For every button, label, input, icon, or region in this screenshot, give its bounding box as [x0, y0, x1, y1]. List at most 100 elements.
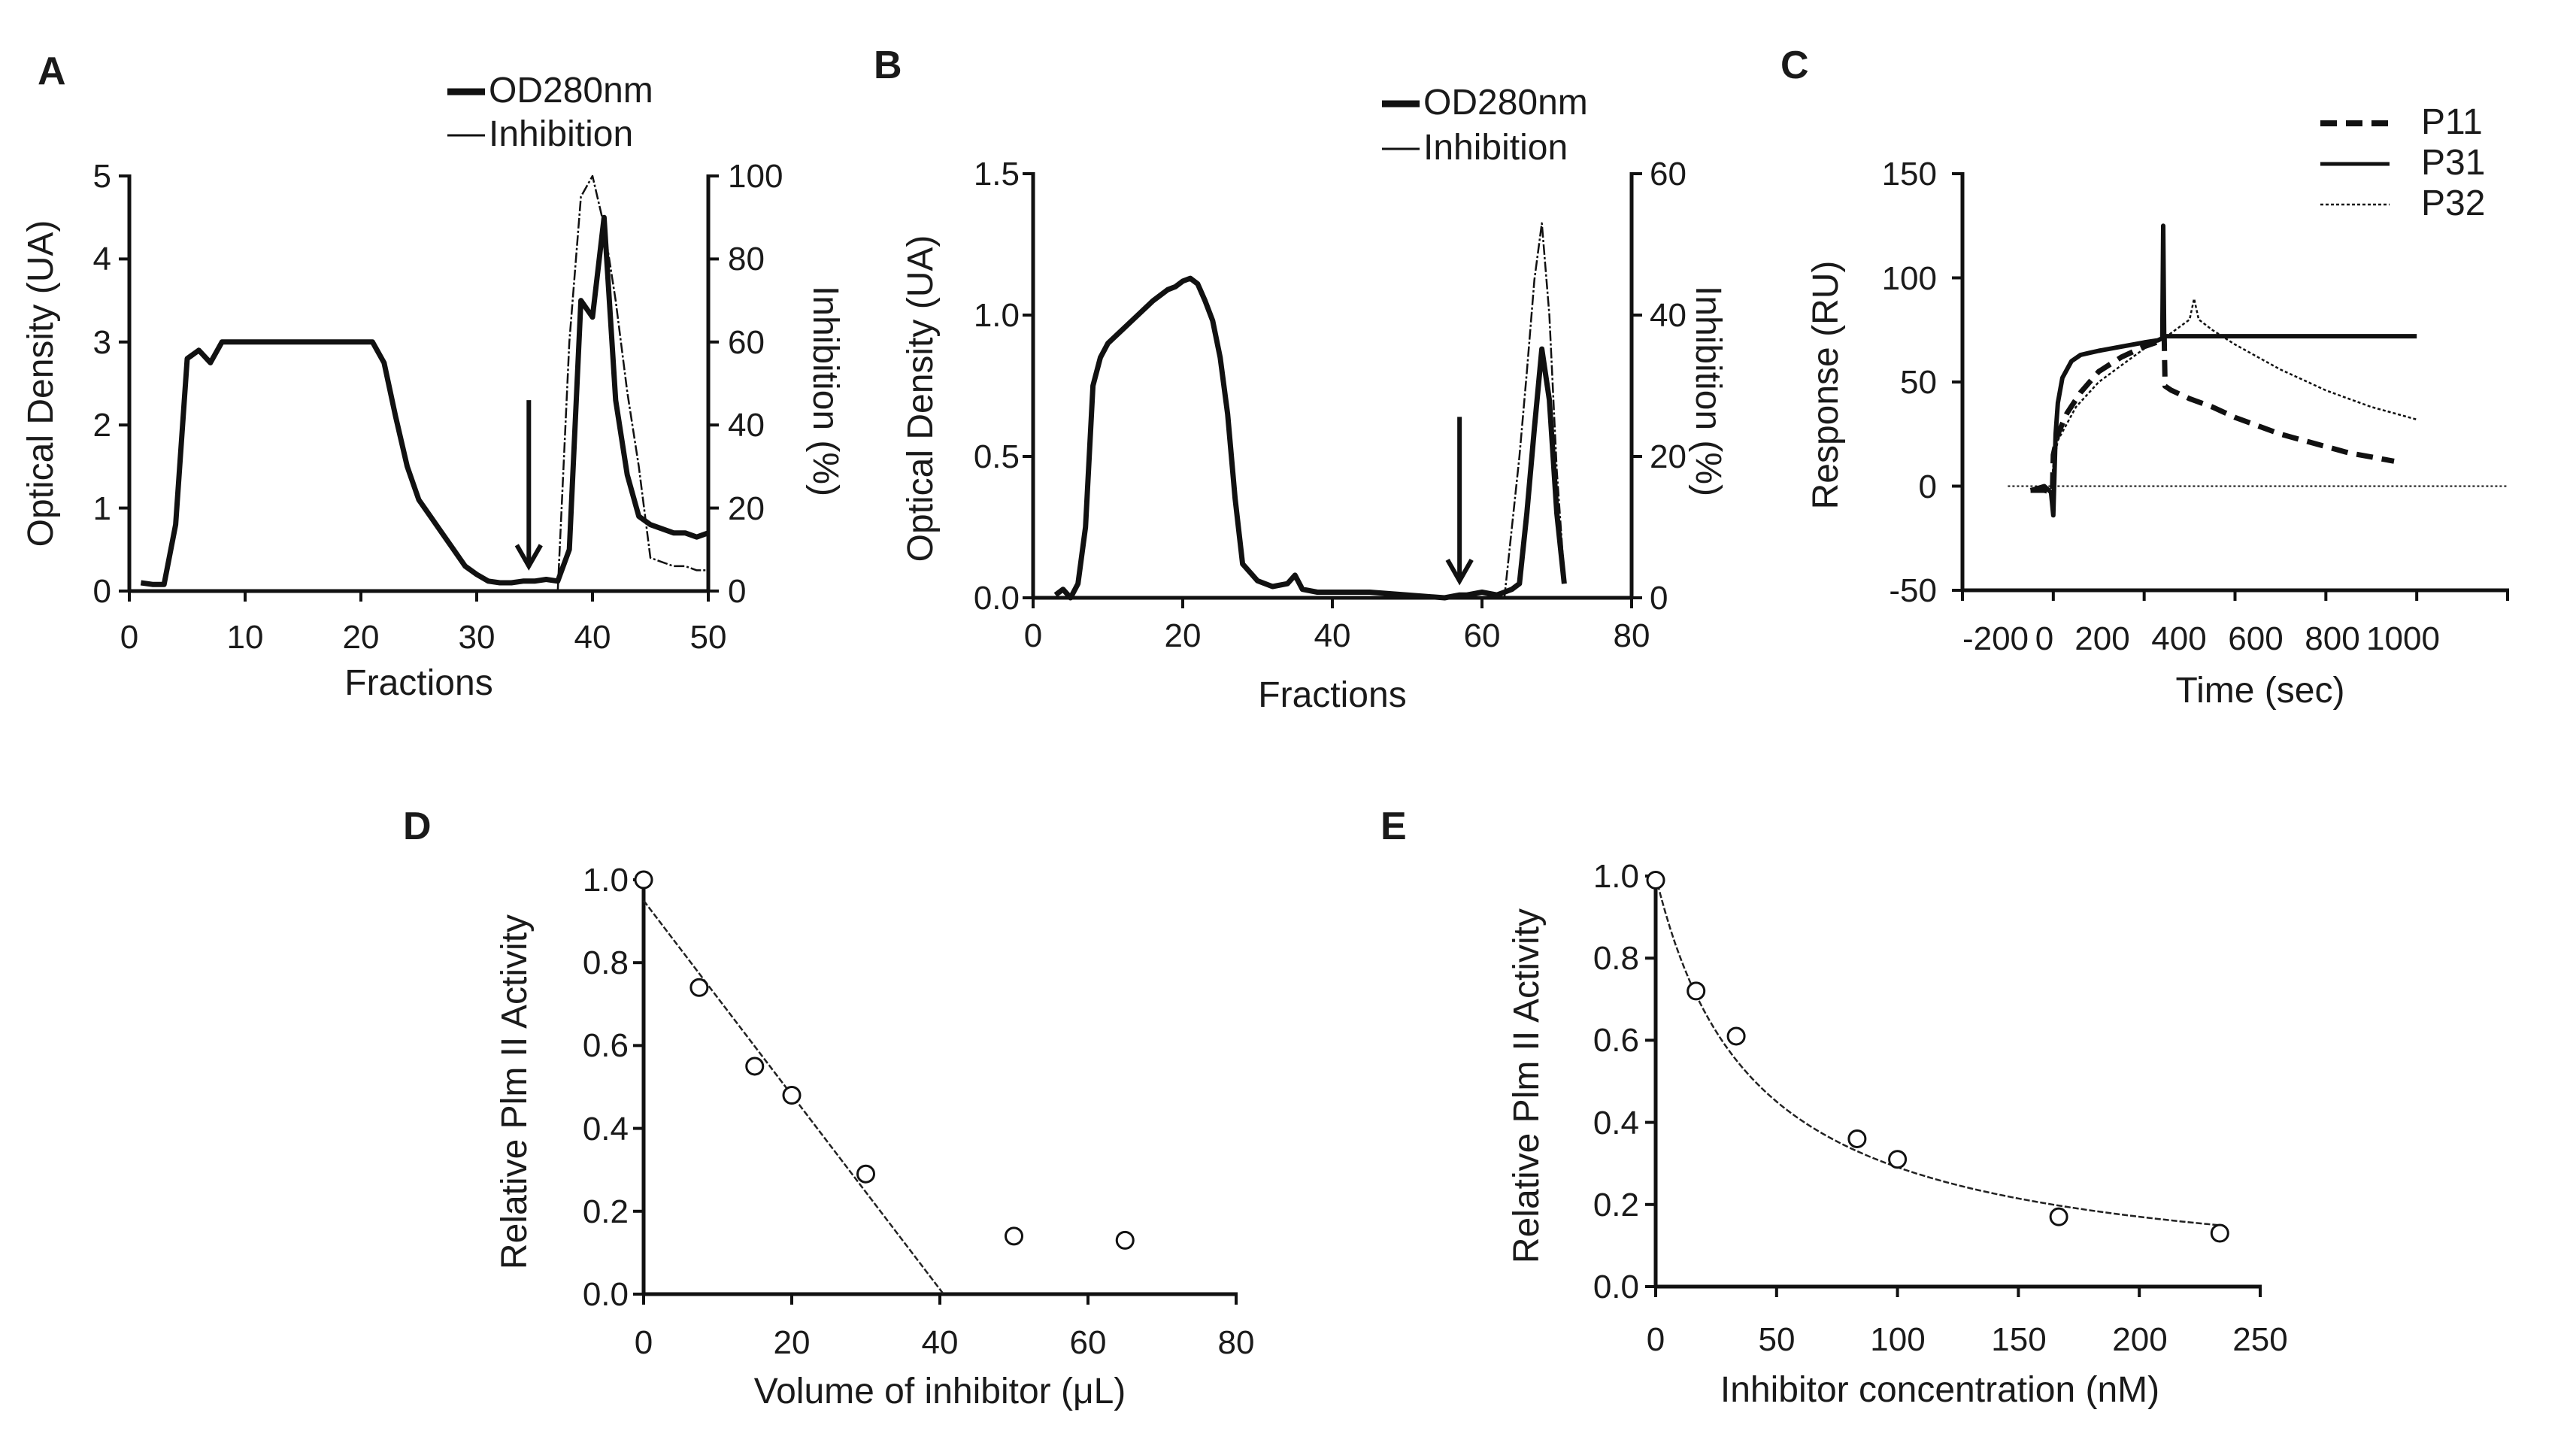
y-tick-label: 0.0	[974, 580, 1020, 617]
x-tick-label: 20	[774, 1324, 811, 1361]
legend-label-p32: P32	[2421, 183, 2485, 223]
x-axis-title: Inhibitor concentration (nM)	[1720, 1370, 2159, 1410]
panel-a-xticks: 0 10 20 30 40 50	[120, 619, 727, 656]
x-axis-title: Time (sec)	[2176, 671, 2345, 711]
data-point	[1888, 1150, 1908, 1169]
x-tick-label: 60	[1070, 1324, 1107, 1361]
x-tick-label: 40	[574, 619, 611, 656]
y2-tick-label: 80	[728, 241, 765, 277]
x-tick-label: 50	[1759, 1321, 1796, 1358]
panel-letter-a: A	[38, 50, 66, 93]
x-tick-label: 40	[1314, 617, 1351, 654]
series-line-p11	[2030, 333, 2395, 496]
y-tick-label: 0.6	[583, 1027, 629, 1064]
y-tick-label: -50	[1889, 572, 1937, 609]
x-tick-label: 1000	[2366, 620, 2440, 657]
y2-tick-label: 40	[728, 407, 765, 444]
x-tick-label: 200	[2074, 620, 2129, 657]
y-tick-label: 1.0	[1593, 858, 1639, 895]
legend-label-p11: P11	[2421, 102, 2483, 142]
y-tick-label: 5	[93, 158, 111, 195]
y-tick-label: 0.4	[1593, 1105, 1639, 1141]
y-tick-label: 0	[1919, 468, 1937, 505]
series-line-p32	[2030, 297, 2417, 494]
y-axis-title: Optical Density (UA)	[21, 220, 61, 547]
x-tick-label: 30	[459, 619, 496, 656]
panel-c-xticks: -200 0 200 400 600 800 1000	[1962, 620, 2440, 657]
series-line-p31	[2029, 223, 2417, 518]
data-point	[745, 1057, 765, 1076]
legend-label-inhibition: Inhibition	[489, 114, 633, 154]
fit-line	[1654, 875, 2222, 1226]
x-tick-label: 20	[343, 619, 380, 656]
y-tick-label: 0.8	[583, 944, 629, 981]
y2-tick-label: 40	[1650, 297, 1687, 334]
x-tick-label: 250	[2232, 1321, 2287, 1358]
panel-letter-c: C	[1780, 44, 1809, 87]
data-point	[1726, 1026, 1746, 1046]
fraction-arrow-head	[514, 544, 543, 571]
y2-axis-title: Inhibition (%)	[805, 286, 845, 496]
panel-b-yticks: 0.0 0.5 1.0 1.5	[974, 156, 1020, 617]
y2-tick-label: 20	[1650, 438, 1687, 475]
data-point	[1005, 1226, 1023, 1246]
y-tick-label: 0.0	[1593, 1269, 1639, 1305]
x-tick-label: 200	[2112, 1321, 2167, 1358]
y-tick-label: 4	[93, 241, 111, 277]
y-tick-label: 150	[1882, 156, 1937, 193]
y-tick-label: 0.2	[1593, 1187, 1639, 1223]
y2-axis-title: Inhibition (%)	[1688, 286, 1728, 496]
y-tick-label: 2	[93, 407, 111, 444]
panel-a-yticks: 0 1 2 3 4 5	[93, 158, 111, 610]
x-tick-label: -200	[1962, 620, 2029, 657]
panel-b-plot	[1023, 172, 1642, 608]
data-point	[2049, 1207, 2068, 1226]
y-axis-title: Relative Plm II Activity	[1507, 908, 1547, 1263]
panel-d-plot	[633, 870, 1238, 1305]
panel-letter-e: E	[1380, 805, 1407, 848]
y-tick-label: 0.0	[583, 1276, 629, 1313]
x-tick-label: 20	[1165, 617, 1202, 654]
data-point	[856, 1164, 875, 1184]
y-tick-label: 50	[1900, 364, 1937, 401]
data-point	[634, 870, 653, 890]
series-line-od280nm	[1053, 275, 1567, 601]
y2-tick-label: 0	[1650, 580, 1668, 617]
x-tick-label: 100	[1870, 1321, 1925, 1358]
x-axis-title: Fractions	[344, 663, 492, 703]
y-tick-label: 3	[93, 324, 111, 361]
x-tick-label: 0	[120, 619, 138, 656]
y2-tick-label: 20	[728, 490, 765, 527]
panel-b: B 0 20 40 60 80 0.0 0.5 1.0 1.5 0 20 40 …	[874, 44, 1728, 715]
y2-tick-label: 0	[728, 573, 746, 610]
data-point	[782, 1086, 802, 1105]
y-tick-label: 100	[1882, 260, 1937, 297]
panel-d-yticks: 0.0 0.2 0.4 0.6 0.8 1.0	[583, 862, 629, 1313]
x-tick-label: 80	[1614, 617, 1650, 654]
y-tick-label: 1.0	[974, 297, 1020, 334]
panel-c-plot	[1952, 172, 2509, 601]
panel-d-xticks: 0 20 40 60 80	[635, 1324, 1255, 1361]
panel-letter-d: D	[403, 805, 432, 848]
panel-b-y2ticks: 0 20 40 60	[1650, 156, 1687, 617]
y2-tick-label: 60	[728, 324, 765, 361]
y-tick-label: 1.5	[974, 156, 1020, 193]
x-tick-label: 0	[2035, 620, 2053, 657]
data-point	[1847, 1129, 1867, 1148]
y-axis-title: Optical Density (UA)	[901, 235, 941, 562]
x-tick-label: 60	[1464, 617, 1501, 654]
x-tick-label: 800	[2305, 620, 2359, 657]
legend-label-od280nm: OD280nm	[1423, 83, 1588, 123]
x-tick-label: 50	[690, 619, 727, 656]
y-tick-label: 0.8	[1593, 940, 1639, 977]
panel-e-plot	[1645, 870, 2262, 1297]
panel-e-yticks: 0.0 0.2 0.4 0.6 0.8 1.0	[1593, 858, 1639, 1305]
panel-a-y2ticks: 0 20 40 60 80 100	[728, 158, 783, 610]
x-tick-label: 400	[2151, 620, 2206, 657]
data-point	[689, 978, 709, 997]
panel-e: E 0 50 100 150 200 250 0.0 0.2 0.4 0.6 0…	[1380, 805, 2288, 1410]
panel-b-xticks: 0 20 40 60 80	[1024, 617, 1650, 654]
x-tick-label: 0	[1647, 1321, 1665, 1358]
data-point	[1115, 1230, 1135, 1250]
legend-label-od280nm: OD280nm	[489, 71, 653, 111]
